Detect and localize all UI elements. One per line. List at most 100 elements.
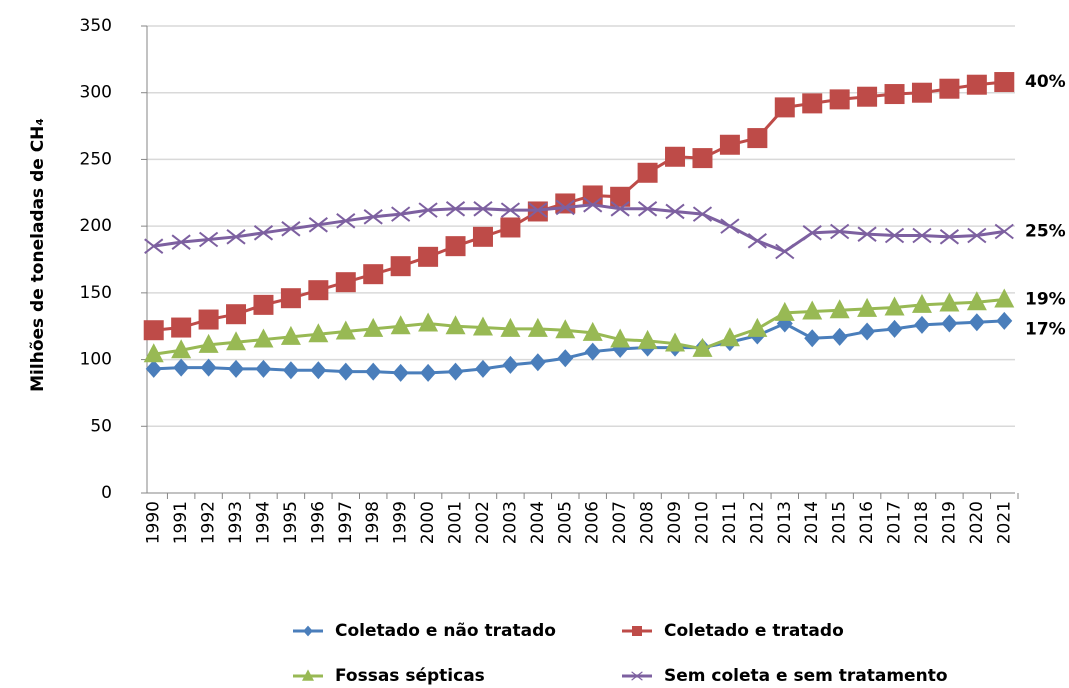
x-tick-label: 2004 <box>528 501 548 544</box>
x-tick-label: 1990 <box>144 501 164 544</box>
data-point <box>253 328 274 348</box>
data-point <box>255 359 272 378</box>
data-point <box>390 315 411 335</box>
data-point <box>582 321 603 341</box>
data-point <box>774 301 795 321</box>
data-point <box>719 134 740 155</box>
data-point <box>253 225 274 241</box>
data-point <box>363 264 384 285</box>
data-point <box>337 362 354 381</box>
y-tick-label: 150 <box>80 283 112 303</box>
data-point <box>365 362 382 381</box>
data-point <box>582 185 603 206</box>
x-tick-label: 2020 <box>967 501 987 544</box>
data-point <box>198 231 219 248</box>
data-point <box>775 243 795 260</box>
x-tick-label: 2018 <box>912 501 932 544</box>
data-point <box>912 227 932 244</box>
data-point <box>774 97 795 118</box>
end-label: 40% <box>1025 72 1066 92</box>
data-point <box>857 86 878 107</box>
data-point <box>418 246 439 267</box>
y-tick-label: 350 <box>80 16 112 36</box>
data-point <box>226 229 246 245</box>
data-point <box>720 218 740 234</box>
data-point <box>829 89 850 110</box>
data-point <box>198 309 219 330</box>
x-tick-label: 1994 <box>253 501 273 544</box>
data-point <box>610 186 631 207</box>
data-point <box>555 193 576 214</box>
data-point <box>253 294 274 315</box>
x-tick-label: 2010 <box>692 501 712 544</box>
end-label: 19% <box>1025 290 1066 310</box>
x-tick-label: 2016 <box>857 501 877 544</box>
data-point <box>500 217 521 238</box>
data-point <box>143 343 164 363</box>
y-tick-label: 300 <box>80 83 112 103</box>
data-point <box>911 82 932 103</box>
x-tick-label: 2013 <box>775 501 795 544</box>
data-point <box>527 317 548 337</box>
x-tick-label: 1991 <box>171 501 191 544</box>
x-tick-label: 2001 <box>446 501 466 544</box>
data-point <box>390 256 411 277</box>
data-point <box>802 300 823 320</box>
data-point <box>418 312 439 332</box>
x-tick-label: 1997 <box>336 501 356 544</box>
data-point <box>171 317 192 338</box>
data-point <box>584 342 601 361</box>
x-tick-label: 2017 <box>885 501 905 544</box>
data-point <box>692 337 713 357</box>
data-point <box>966 74 987 95</box>
data-point <box>637 201 658 217</box>
x-tick-label: 2021 <box>994 501 1014 544</box>
data-point <box>637 329 658 349</box>
data-point <box>968 313 985 332</box>
data-point <box>557 349 574 368</box>
data-point <box>447 362 464 381</box>
x-tick-label: 2011 <box>720 501 740 544</box>
data-point <box>473 201 493 217</box>
legend-label: Sem coleta e sem tratamento <box>664 666 948 686</box>
data-point <box>418 202 438 218</box>
data-point <box>859 322 876 341</box>
legend-item: Fossas sépticas <box>293 666 485 686</box>
y-tick-label: 50 <box>90 416 112 436</box>
x-tick-label: 1996 <box>308 501 328 544</box>
data-point <box>994 223 1014 240</box>
data-point <box>335 272 356 293</box>
data-point <box>747 233 767 249</box>
x-tick-label: 2015 <box>830 501 850 544</box>
x-tick-label: 2008 <box>638 501 658 544</box>
legend-item: Coletado e não tratado <box>293 621 556 641</box>
data-point <box>884 227 905 244</box>
data-point <box>335 320 356 340</box>
x-tick-label: 1993 <box>226 501 246 544</box>
x-tick-label: 2009 <box>665 501 685 544</box>
data-point <box>555 319 576 339</box>
series-line <box>153 203 1005 254</box>
legend-marker <box>303 625 313 637</box>
data-point <box>529 353 546 372</box>
data-point <box>830 223 850 240</box>
data-point <box>829 299 850 319</box>
series-line <box>153 319 1005 375</box>
data-point <box>445 315 466 335</box>
legend-marker <box>632 626 642 636</box>
x-tick-label: 2006 <box>583 501 603 544</box>
data-point <box>310 361 327 380</box>
x-tick-label: 1999 <box>391 501 411 544</box>
data-point <box>692 206 713 222</box>
data-point <box>665 146 686 167</box>
data-point <box>280 325 301 345</box>
data-point <box>994 72 1015 93</box>
data-point <box>886 319 903 338</box>
legend-marker <box>302 669 314 681</box>
data-point <box>173 358 190 377</box>
data-point <box>280 288 301 309</box>
data-point <box>857 297 878 317</box>
data-point <box>445 236 466 257</box>
data-point <box>392 363 409 382</box>
